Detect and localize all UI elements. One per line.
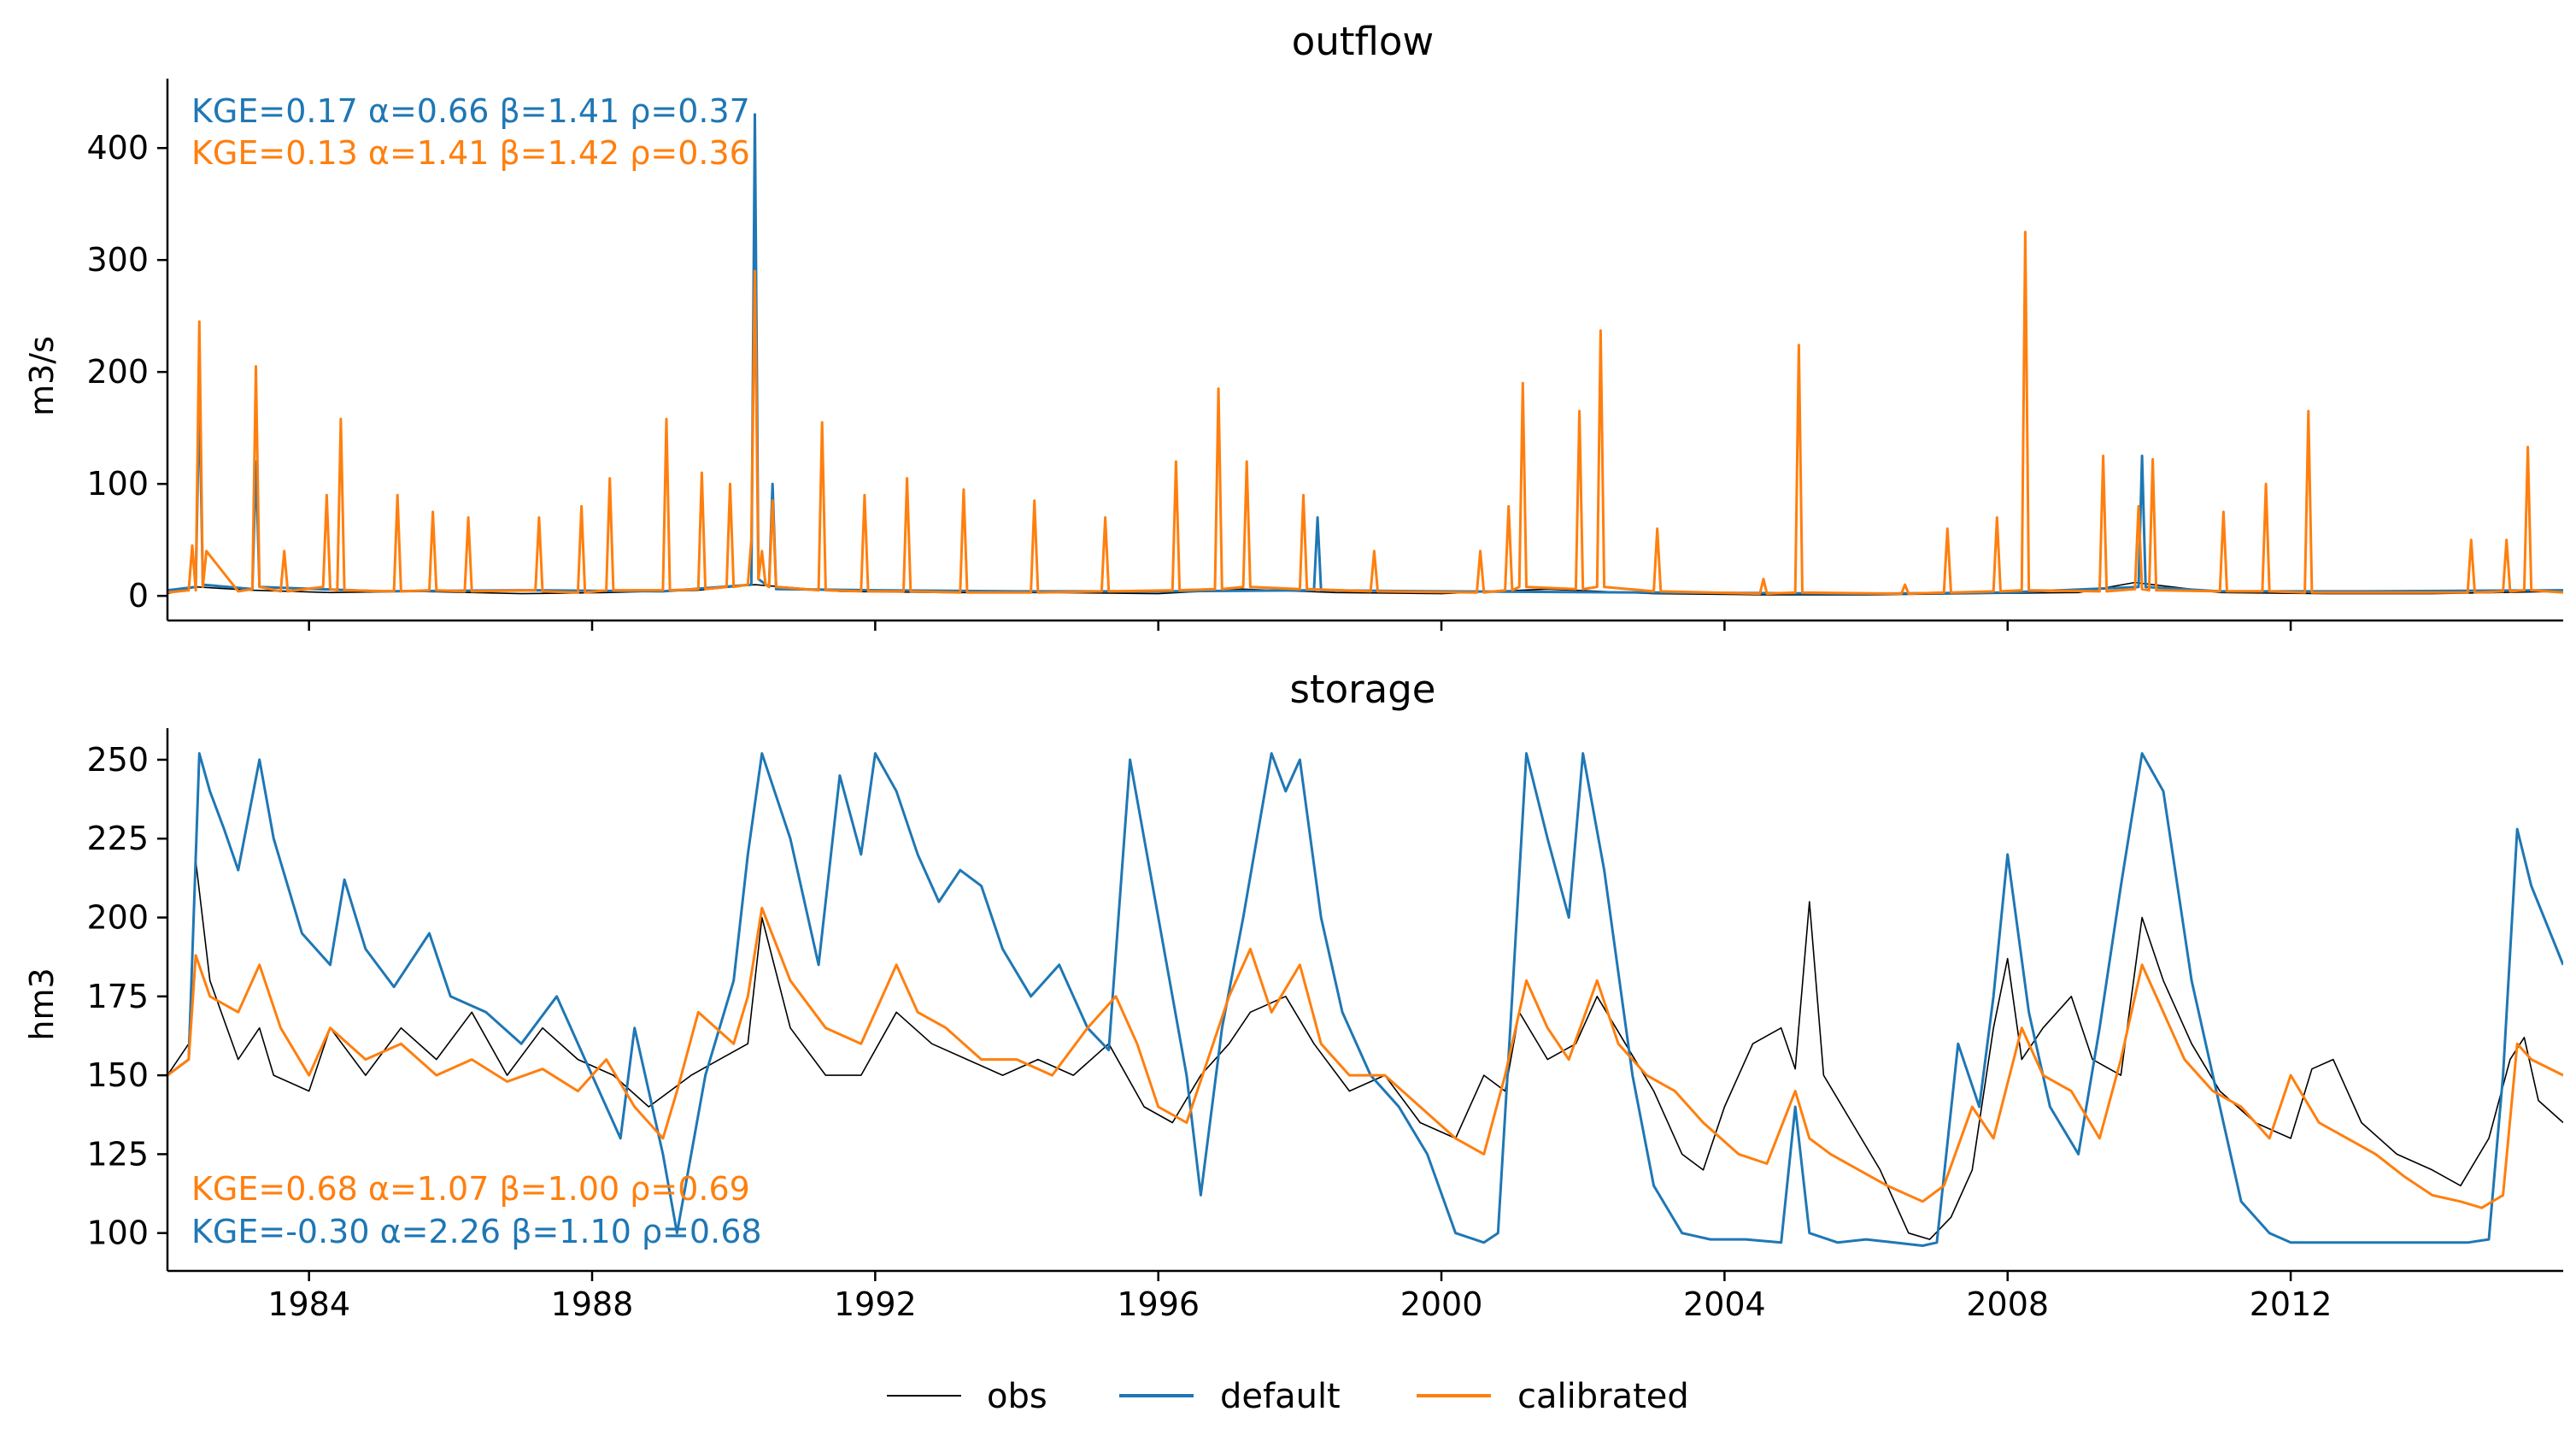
storage-ytick-label: 200 bbox=[86, 899, 149, 937]
outflow-title: outflow bbox=[1292, 19, 1434, 64]
legend-calibrated-label: calibrated bbox=[1517, 1377, 1689, 1416]
storage-calibrated-stats: KGE=0.68 α=1.07 β=1.00 ρ=0.69 bbox=[191, 1170, 750, 1208]
outflow-series-group bbox=[167, 113, 2563, 596]
storage-ytick-label: 225 bbox=[86, 820, 149, 857]
storage-xtick-label: 1992 bbox=[834, 1285, 917, 1323]
storage-xtick-label: 1996 bbox=[1117, 1285, 1200, 1323]
legend-obs-label: obs bbox=[987, 1377, 1047, 1416]
storage-xtick-label: 2000 bbox=[1400, 1285, 1483, 1323]
outflow-ytick-label: 200 bbox=[86, 353, 149, 391]
storage-xtick-label: 1984 bbox=[267, 1285, 350, 1323]
outflow-panel: outflow m3/s 0 100 200 300 400 KGE=0.17 α=0.… bbox=[23, 19, 2563, 631]
storage-xtick-label: 1988 bbox=[551, 1285, 634, 1323]
outflow-calibrated-stats: KGE=0.13 α=1.41 β=1.42 ρ=0.36 bbox=[191, 134, 750, 172]
storage-ytick-label: 150 bbox=[86, 1056, 149, 1094]
storage-xtick-label: 2012 bbox=[2250, 1285, 2332, 1323]
storage-series-calibrated bbox=[167, 906, 2563, 1209]
outflow-ytick-label: 300 bbox=[86, 241, 149, 279]
storage-series-group bbox=[167, 752, 2563, 1247]
legend: obs default calibrated bbox=[887, 1377, 1689, 1416]
outflow-ytick-label: 100 bbox=[86, 465, 149, 503]
outflow-series-obs bbox=[167, 581, 2563, 596]
outflow-ytick-label: 400 bbox=[86, 129, 149, 167]
outflow-axes: 0 100 200 300 400 bbox=[86, 79, 2563, 631]
storage-xtick-label: 2004 bbox=[1683, 1285, 1766, 1323]
storage-xtick-label: 2008 bbox=[1966, 1285, 2049, 1323]
outflow-series-calibrated bbox=[167, 231, 2563, 596]
storage-series-default bbox=[167, 752, 2563, 1247]
outflow-ylabel: m3/s bbox=[23, 336, 61, 416]
storage-ytick-label: 125 bbox=[86, 1135, 149, 1173]
storage-panel: storage hm3 100 125 150 175 200 225 250 1984 198… bbox=[23, 667, 2563, 1323]
storage-ylabel: hm3 bbox=[23, 968, 61, 1040]
outflow-default-stats: KGE=0.17 α=0.66 β=1.41 ρ=0.37 bbox=[191, 92, 750, 130]
storage-series-obs bbox=[167, 860, 2563, 1240]
legend-default-label: default bbox=[1220, 1377, 1341, 1416]
storage-default-stats: KGE=-0.30 α=2.26 β=1.10 ρ=0.68 bbox=[191, 1213, 762, 1250]
storage-title: storage bbox=[1290, 667, 1436, 712]
storage-ytick-label: 175 bbox=[86, 978, 149, 1015]
outflow-ytick-label: 0 bbox=[128, 577, 149, 615]
storage-axes: 100 125 150 175 200 225 250 1984 1988 1992 1996 200… bbox=[86, 728, 2563, 1323]
storage-ytick-label: 250 bbox=[86, 741, 149, 779]
storage-ytick-label: 100 bbox=[86, 1215, 149, 1252]
